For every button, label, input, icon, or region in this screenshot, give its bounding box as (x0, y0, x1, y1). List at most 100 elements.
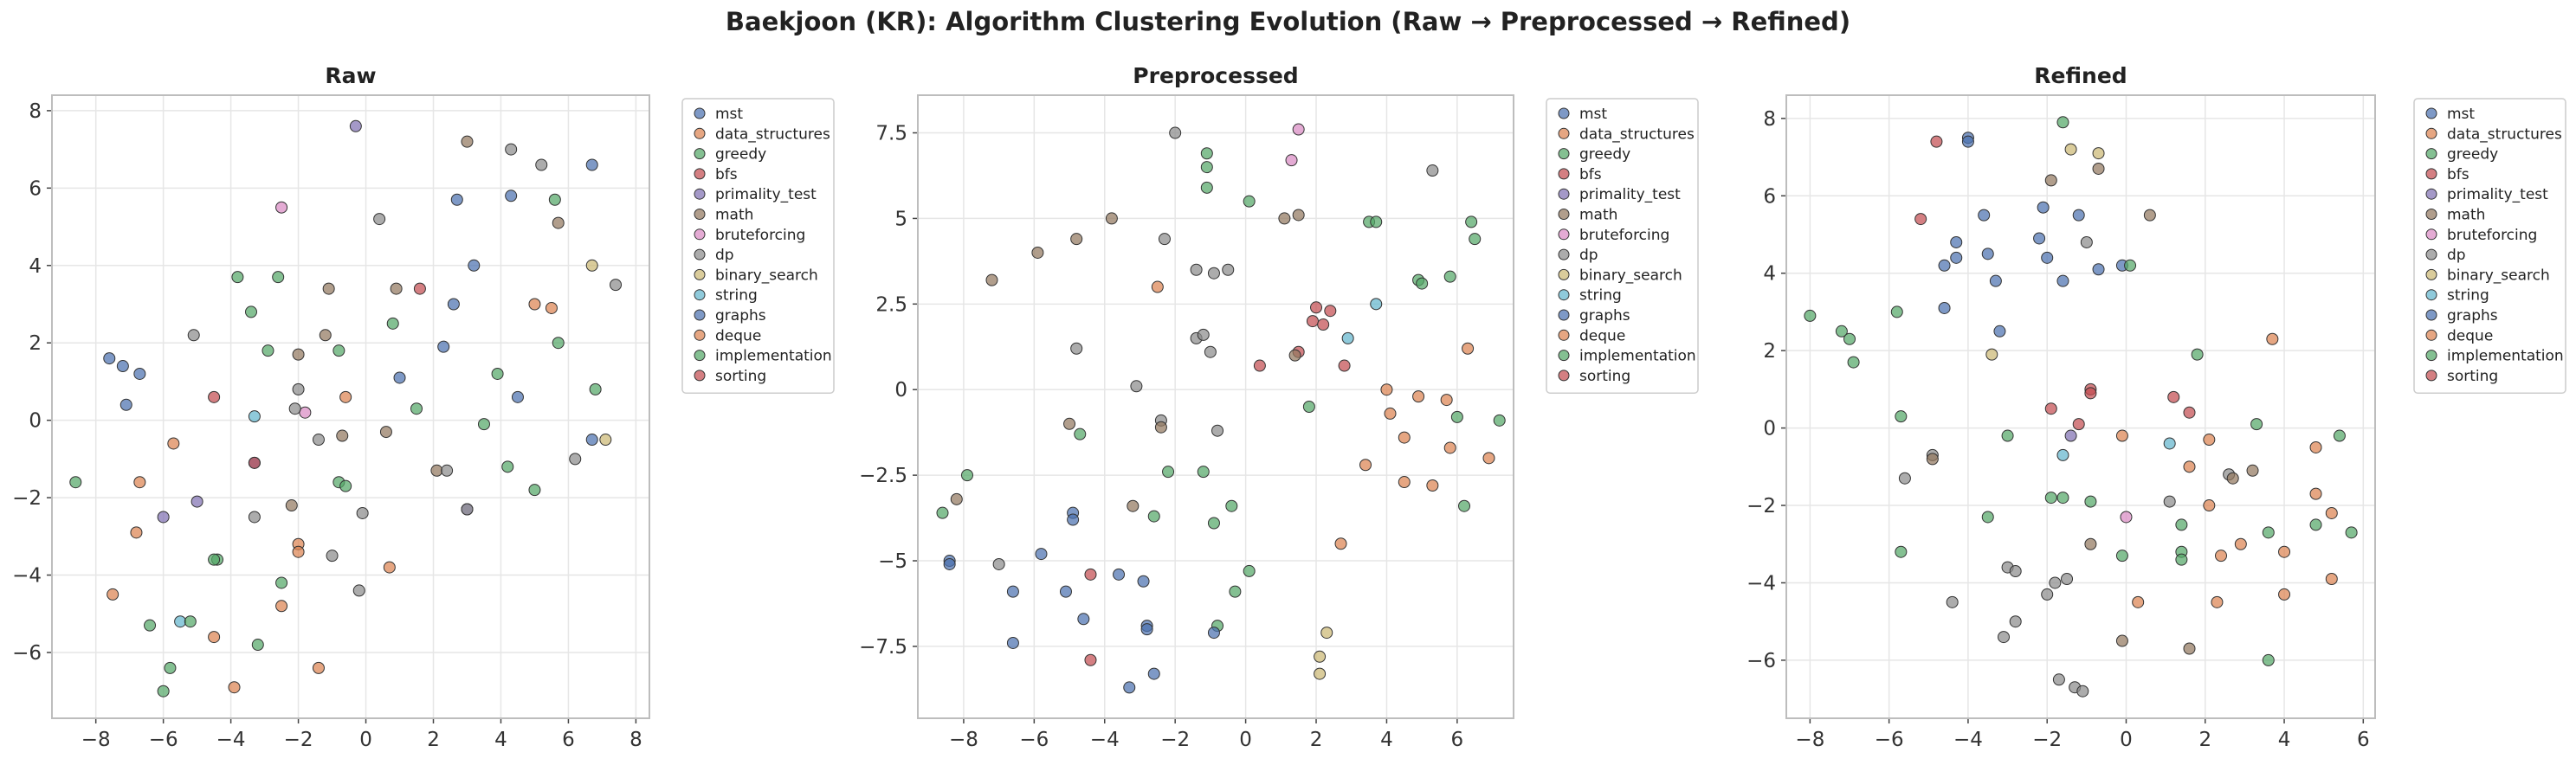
point-implementation (2191, 348, 2204, 361)
y-tick-label: 5 (894, 208, 907, 230)
point-binary_search (1320, 627, 1333, 640)
legend-label: deque (1579, 327, 1625, 344)
legend-marker (1558, 248, 1570, 260)
legend-marker (2425, 248, 2437, 260)
point-binary_search (585, 259, 598, 272)
point-implementation (1229, 585, 1242, 598)
point-binary_search (2092, 147, 2105, 160)
point-implementation (2345, 526, 2358, 539)
point-implementation (208, 553, 221, 566)
point-sorting (1084, 568, 1097, 581)
point-sorting (2084, 387, 2097, 400)
point-implementation (1243, 564, 1256, 577)
point-mst (585, 434, 598, 447)
point-deque (228, 681, 241, 694)
point-primality_test (190, 495, 203, 508)
y-tick-label: 0 (29, 410, 42, 433)
point-deque (2309, 440, 2322, 453)
point-deque (1426, 479, 1439, 492)
x-tick-label: −6 (149, 729, 178, 751)
point-dp (288, 402, 301, 415)
point-dp (1130, 380, 1143, 393)
point-implementation (1895, 410, 1908, 423)
x-tick-label: 0 (1239, 729, 1252, 751)
point-implementation (2262, 526, 2275, 539)
point-dp (326, 550, 339, 562)
point-implementation (2001, 429, 2014, 442)
point-implementation (1843, 332, 1856, 345)
point-implementation (164, 661, 177, 674)
point-dp (461, 503, 474, 516)
point-implementation (548, 193, 561, 206)
plot-area (918, 95, 1514, 718)
point-implementation (2175, 553, 2188, 566)
x-tick-label: 4 (494, 729, 507, 751)
panel-title: Raw (325, 63, 376, 88)
point-dp (2009, 615, 2022, 628)
point-bruteforcing (275, 201, 288, 214)
x-tick-label: −8 (949, 729, 978, 751)
point-dp (292, 382, 305, 395)
figure-title: Baekjoon (KR): Algorithm Clustering Evol… (725, 7, 1851, 36)
x-tick-label: 4 (1380, 729, 1393, 751)
point-implementation (2250, 418, 2263, 431)
legend-label: sorting (2447, 368, 2498, 385)
x-tick-label: 0 (2120, 729, 2133, 751)
point-sorting (1324, 305, 1337, 318)
point-mst (1077, 613, 1090, 626)
point-implementation (1493, 414, 1506, 427)
point-mst (2056, 274, 2069, 287)
point-implementation (552, 337, 565, 350)
x-tick-label: 2 (2198, 729, 2211, 751)
point-dp (2163, 495, 2176, 508)
point-implementation (960, 469, 973, 482)
point-sorting (1253, 359, 1266, 372)
y-tick-label: 2 (1763, 340, 1776, 363)
point-mst (1950, 235, 1963, 248)
point-binary_search (1314, 667, 1327, 680)
point-deque (1482, 452, 1495, 465)
point-math (2044, 174, 2057, 187)
point-math (552, 216, 565, 229)
legend-label: bfs (715, 166, 738, 183)
legend-marker (694, 370, 706, 382)
point-implementation (936, 506, 949, 519)
point-dp (2009, 565, 2022, 578)
point-deque (383, 561, 396, 574)
point-deque (292, 545, 305, 558)
point-deque (339, 390, 352, 403)
point-mst (1981, 248, 1994, 260)
point-implementation (1370, 215, 1383, 228)
point-deque (2234, 537, 2247, 550)
legend-marker (2425, 309, 2437, 321)
legend-marker (1558, 350, 1570, 362)
point-mst (1989, 274, 2002, 287)
legend-marker (694, 268, 706, 280)
point-mst (505, 190, 518, 202)
point-implementation (231, 271, 244, 284)
legend-label: data_structures (2447, 125, 2562, 143)
x-tick-label: 0 (359, 729, 372, 751)
point-implementation (1416, 277, 1429, 290)
point-mst (1006, 585, 1019, 598)
x-tick-label: −8 (1795, 729, 1824, 751)
point-implementation (251, 639, 264, 652)
point-graphs (585, 158, 598, 171)
point-sorting (2167, 390, 2180, 403)
point-dp (505, 143, 518, 156)
point-implementation (1804, 309, 1817, 322)
legend-marker (1558, 370, 1570, 382)
legend-marker (2425, 350, 2437, 362)
point-deque (1462, 342, 1475, 355)
legend-label: math (2447, 207, 2485, 224)
point-math (1154, 421, 1167, 434)
plot-frame (917, 94, 1514, 719)
point-implementation (1074, 428, 1087, 440)
point-implementation (2333, 429, 2346, 442)
legend-marker (2425, 268, 2437, 280)
point-implementation (69, 476, 82, 489)
panel-title: Refined (2034, 63, 2127, 88)
point-mst (1207, 627, 1220, 640)
panel-title: Preprocessed (1133, 63, 1298, 88)
point-bruteforcing (299, 406, 312, 419)
